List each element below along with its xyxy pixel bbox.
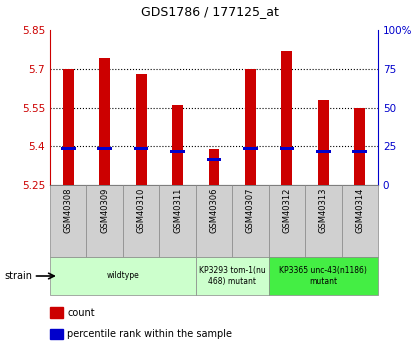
Bar: [341, 185, 378, 257]
Text: GSM40313: GSM40313: [319, 187, 328, 233]
Bar: [50, 329, 63, 339]
Text: strain: strain: [4, 271, 32, 281]
Bar: [280, 147, 294, 150]
Text: GDS1786 / 177125_at: GDS1786 / 177125_at: [141, 5, 279, 18]
Bar: [305, 185, 341, 257]
Bar: [209, 149, 220, 185]
Bar: [97, 147, 112, 150]
Bar: [196, 185, 232, 257]
Bar: [63, 69, 74, 185]
Bar: [269, 185, 305, 257]
Bar: [269, 257, 378, 295]
Text: count: count: [67, 308, 95, 318]
Bar: [281, 51, 292, 185]
Bar: [123, 185, 159, 257]
Text: GSM40310: GSM40310: [136, 187, 146, 233]
Bar: [50, 257, 196, 295]
Bar: [207, 158, 221, 161]
Bar: [232, 185, 269, 257]
Text: wildtype: wildtype: [107, 272, 139, 280]
Text: GSM40314: GSM40314: [355, 187, 364, 233]
Text: GSM40306: GSM40306: [210, 187, 218, 233]
Bar: [352, 150, 367, 153]
Text: KP3365 unc-43(n1186)
mutant: KP3365 unc-43(n1186) mutant: [279, 266, 367, 286]
Text: GSM40312: GSM40312: [282, 187, 291, 233]
Text: GSM40311: GSM40311: [173, 187, 182, 233]
Bar: [61, 147, 76, 150]
Text: GSM40308: GSM40308: [64, 187, 73, 233]
Bar: [316, 150, 331, 153]
Text: GSM40309: GSM40309: [100, 187, 109, 233]
Text: percentile rank within the sample: percentile rank within the sample: [67, 329, 232, 339]
Bar: [318, 100, 329, 185]
Bar: [50, 185, 87, 257]
Bar: [159, 185, 196, 257]
Text: GSM40307: GSM40307: [246, 187, 255, 233]
Bar: [136, 74, 147, 185]
Bar: [50, 307, 63, 318]
Bar: [243, 147, 258, 150]
Bar: [87, 185, 123, 257]
Bar: [170, 150, 185, 153]
Bar: [172, 105, 183, 185]
Bar: [245, 69, 256, 185]
Bar: [196, 257, 269, 295]
Text: KP3293 tom-1(nu
468) mutant: KP3293 tom-1(nu 468) mutant: [199, 266, 265, 286]
Bar: [99, 58, 110, 185]
Bar: [134, 147, 148, 150]
Bar: [354, 108, 365, 185]
